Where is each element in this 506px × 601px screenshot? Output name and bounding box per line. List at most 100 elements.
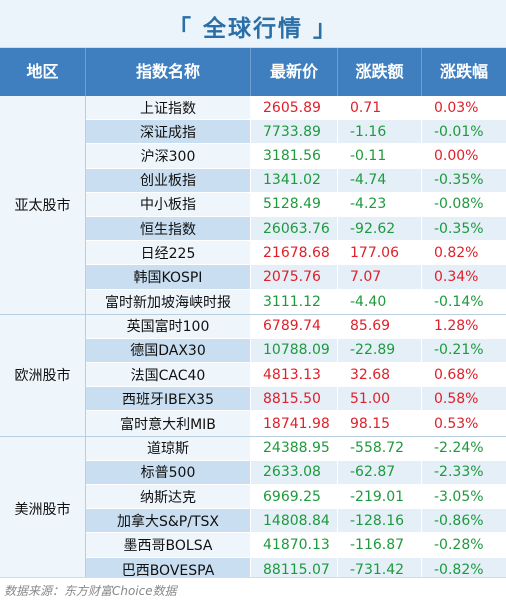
latest-price: 3181.56 (251, 144, 338, 168)
index-name: 道琼斯 (86, 436, 251, 460)
index-name: 法国CAC40 (86, 363, 251, 387)
change-amount: -558.72 (338, 436, 422, 460)
table-row: 中小板指 5128.49 -4.23 -0.08% (86, 192, 506, 217)
change-percent: -2.24% (422, 436, 506, 460)
table-row: 西班牙IBEX35 8815.50 51.00 0.58% (86, 387, 506, 412)
change-amount: -116.87 (338, 533, 422, 557)
change-amount: 85.69 (338, 314, 422, 338)
index-name: 墨西哥BOLSA (86, 533, 251, 557)
latest-price: 3111.12 (251, 289, 338, 314)
change-amount: -128.16 (338, 509, 422, 533)
change-percent: -0.08% (422, 192, 506, 216)
change-percent: -0.86% (422, 509, 506, 533)
table-row: 日经225 21678.68 177.06 0.82% (86, 241, 506, 266)
index-name: 上证指数 (86, 96, 251, 120)
table-row: 德国DAX30 10788.09 -22.89 -0.21% (86, 338, 506, 364)
index-name: 富时意大利MIB (86, 411, 251, 436)
change-amount: 177.06 (338, 241, 422, 265)
change-amount: -92.62 (338, 216, 422, 241)
header-change-pct: 涨跌幅 (439, 62, 488, 81)
latest-price: 2605.89 (251, 96, 338, 120)
index-name: 德国DAX30 (86, 338, 251, 363)
table-row: 英国富时100 6789.74 85.69 1.28% (86, 314, 506, 339)
header-region: 地区 (0, 48, 86, 96)
table-row: 道琼斯 24388.95 -558.72 -2.24% (86, 436, 506, 461)
change-amount: -4.40 (338, 289, 422, 314)
table-row: 标普500 2633.08 -62.87 -2.33% (86, 460, 506, 485)
index-name: 纳斯达克 (86, 485, 251, 509)
index-name: 恒生指数 (86, 216, 251, 241)
change-amount: -0.11 (338, 144, 422, 168)
table-row: 深证成指 7733.89 -1.16 -0.01% (86, 120, 506, 145)
change-percent: 0.53% (422, 411, 506, 436)
change-amount: 98.15 (338, 411, 422, 436)
change-amount: -4.23 (338, 192, 422, 216)
market-table: 亚太股市 上证指数 2605.89 0.71 0.03% 深证成指 7733.89 -1.16… (0, 96, 506, 583)
index-name: 加拿大S&P/TSX (86, 509, 251, 533)
change-amount: 32.68 (338, 363, 422, 387)
change-amount: 7.07 (338, 265, 422, 289)
change-percent: -0.35% (422, 168, 506, 192)
change-amount: 0.71 (338, 96, 422, 120)
latest-price: 41870.13 (251, 533, 338, 557)
table-row: 创业板指 1341.02 -4.74 -0.35% (86, 168, 506, 193)
table-row: 纳斯达克 6969.25 -219.01 -3.05% (86, 485, 506, 510)
index-name: 西班牙IBEX35 (86, 387, 251, 411)
region-label: 美洲股市 (0, 436, 86, 582)
footer: 数据来源：东方财富Choice数据 (0, 577, 506, 601)
index-name: 英国富时100 (86, 314, 251, 338)
latest-price: 1341.02 (251, 168, 338, 192)
header-change: 涨跌额 (338, 48, 422, 96)
change-percent: 0.00% (422, 144, 506, 168)
change-percent: -0.21% (422, 338, 506, 363)
change-percent: -0.35% (422, 216, 506, 241)
source-note: 数据来源：东方财富Choice数据 (4, 584, 177, 598)
latest-price: 10788.09 (251, 338, 338, 363)
index-name: 中小板指 (86, 192, 251, 216)
change-amount: -22.89 (338, 338, 422, 363)
change-percent: -0.14% (422, 289, 506, 314)
change-percent: -0.28% (422, 533, 506, 557)
latest-price: 2075.76 (251, 265, 338, 289)
change-percent: 0.34% (422, 265, 506, 289)
change-amount: -219.01 (338, 485, 422, 509)
latest-price: 26063.76 (251, 216, 338, 241)
change-percent: 0.68% (422, 363, 506, 387)
latest-price: 7733.89 (251, 120, 338, 144)
region-group: 亚太股市 上证指数 2605.89 0.71 0.03% 深证成指 7733.89 -1.16… (0, 96, 506, 315)
table-row: 韩国KOSPI 2075.76 7.07 0.34% (86, 265, 506, 290)
latest-price: 14808.84 (251, 509, 338, 533)
table-row: 恒生指数 26063.76 -92.62 -0.35% (86, 216, 506, 242)
table-row: 加拿大S&P/TSX 14808.84 -128.16 -0.86% (86, 509, 506, 534)
change-amount: 51.00 (338, 387, 422, 411)
table-row: 上证指数 2605.89 0.71 0.03% (86, 96, 506, 121)
index-name: 日经225 (86, 241, 251, 265)
change-percent: 0.58% (422, 387, 506, 411)
latest-price: 8815.50 (251, 387, 338, 411)
index-name: 富时新加坡海峡时报 (86, 289, 251, 314)
table-row: 富时意大利MIB 18741.98 98.15 0.53% (86, 411, 506, 436)
change-percent: 0.03% (422, 96, 506, 120)
change-percent: -3.05% (422, 485, 506, 509)
index-name: 标普500 (86, 460, 251, 484)
latest-price: 24388.95 (251, 436, 338, 460)
index-name: 创业板指 (86, 168, 251, 192)
change-percent: 0.82% (422, 241, 506, 265)
table-row: 沪深300 3181.56 -0.11 0.00% (86, 144, 506, 169)
table-row: 墨西哥BOLSA 41870.13 -116.87 -0.28% (86, 533, 506, 558)
latest-price: 21678.68 (251, 241, 338, 265)
region-group: 欧洲股市 英国富时100 6789.74 85.69 1.28% 德国DAX30 10788… (0, 314, 506, 437)
table-row: 法国CAC40 4813.13 32.68 0.68% (86, 363, 506, 388)
change-amount: -1.16 (338, 120, 422, 144)
title-bar: 「 全球行情 」 (0, 0, 506, 48)
index-name: 深证成指 (86, 120, 251, 144)
latest-price: 18741.98 (251, 411, 338, 436)
change-percent: 1.28% (422, 314, 506, 338)
latest-price: 6969.25 (251, 485, 338, 509)
latest-price: 6789.74 (251, 314, 338, 338)
index-name: 韩国KOSPI (86, 265, 251, 289)
region-label: 欧洲股市 (0, 314, 86, 436)
change-percent: -0.01% (422, 120, 506, 144)
change-percent: -2.33% (422, 460, 506, 484)
latest-price: 4813.13 (251, 363, 338, 387)
